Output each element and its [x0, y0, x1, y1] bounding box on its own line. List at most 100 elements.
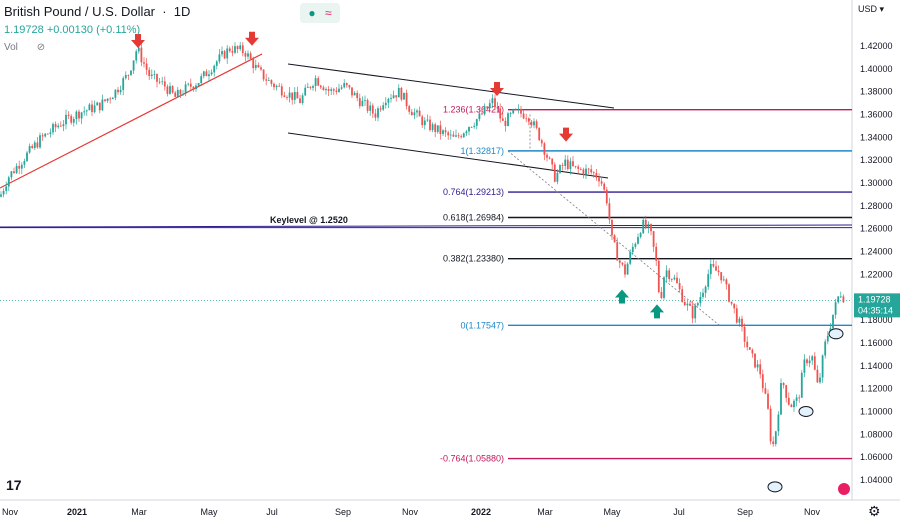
candle-body	[301, 95, 304, 103]
wave-icon[interactable]: ≈	[325, 6, 332, 20]
candle-body	[67, 114, 70, 116]
candle-body	[551, 158, 554, 165]
candle-body	[585, 168, 587, 175]
candle-body	[44, 133, 47, 137]
candle-body	[88, 104, 91, 111]
candle-body	[509, 113, 512, 114]
y-tick-label: 1.32000	[860, 155, 893, 165]
x-tick-label: May	[200, 507, 218, 517]
candle-body	[759, 364, 762, 375]
candle-body	[447, 132, 450, 136]
x-tick-label: Nov	[804, 507, 821, 517]
candle-body	[548, 157, 551, 159]
candle-body	[54, 124, 57, 128]
candle-body	[811, 356, 814, 361]
candle-body	[176, 89, 179, 97]
candle-body	[262, 69, 265, 80]
candle-body	[304, 87, 307, 96]
x-tick-label: Sep	[335, 507, 351, 517]
candle-body	[119, 89, 122, 93]
candle-body	[772, 441, 775, 445]
candle-body	[371, 105, 374, 114]
candle-body	[764, 388, 767, 394]
currency-selector[interactable]: USD ▾	[858, 4, 885, 14]
candle-body	[525, 118, 528, 120]
candle-body	[273, 83, 275, 88]
candle-body	[660, 292, 663, 298]
candle-body	[15, 166, 18, 173]
candle-body	[361, 100, 364, 107]
candle-body	[13, 171, 15, 173]
candle-body	[670, 279, 673, 280]
candle-body	[18, 166, 21, 169]
eye-off-icon[interactable]: ⊘	[36, 42, 46, 53]
x-tick-label: Nov	[2, 507, 19, 517]
candle-body	[449, 134, 452, 136]
candle-body	[309, 86, 312, 88]
y-tick-label: 1.10000	[860, 406, 893, 416]
gear-icon[interactable]: ⚙	[868, 503, 881, 519]
candle-body	[322, 87, 325, 91]
candle-body	[426, 119, 429, 121]
candle-body	[782, 383, 785, 386]
candle-body	[561, 165, 564, 166]
candle-body	[283, 95, 286, 97]
candle-body	[150, 74, 153, 77]
y-tick-label: 1.12000	[860, 384, 893, 394]
candle-body	[579, 168, 582, 170]
candle-body	[335, 90, 338, 93]
candle-body	[226, 48, 229, 59]
candle-body	[114, 89, 117, 98]
keylevel-lower-line	[0, 224, 853, 228]
candle-body	[587, 168, 590, 170]
fib-level-label: 1(1.32817)	[460, 146, 504, 156]
candle-body	[0, 194, 2, 197]
candle-body	[247, 53, 249, 57]
candle-body	[720, 272, 723, 281]
fib-level-label: 0.764(1.29213)	[443, 187, 504, 197]
candle-body	[743, 326, 746, 342]
candle-body	[618, 260, 621, 263]
candle-body	[366, 100, 369, 111]
candle-body	[145, 63, 148, 70]
tradingview-logo-icon[interactable]: 17	[6, 477, 22, 493]
indicator-toggle[interactable]: ● ≈	[300, 3, 340, 23]
symbol-title[interactable]: British Pound / U.S. Dollar · 1D	[4, 4, 191, 19]
candle-body	[681, 289, 684, 302]
candle-body	[600, 181, 603, 184]
candle-body	[566, 159, 569, 170]
volume-label[interactable]: Vol ⊘	[4, 42, 46, 53]
candle-body	[522, 113, 525, 119]
candle-body	[192, 86, 195, 90]
candle-body	[127, 74, 130, 76]
candle-body	[725, 279, 728, 285]
candle-body	[499, 108, 502, 119]
candle-body	[442, 130, 444, 134]
candle-body	[213, 65, 216, 73]
keylevel-label-bg	[268, 214, 360, 225]
candle-body	[795, 397, 798, 401]
candle-body	[647, 224, 650, 228]
price-readout: 1.19728 +0.00130 (+0.11%)	[4, 24, 140, 36]
candle-body	[379, 108, 382, 110]
candle-body	[533, 121, 535, 126]
candle-body	[109, 98, 112, 100]
candle-body	[429, 119, 431, 131]
candle-body	[837, 296, 840, 303]
candle-body	[431, 124, 434, 131]
y-tick-label: 1.30000	[860, 178, 893, 188]
candle-body	[405, 92, 408, 107]
eye-icon[interactable]: ●	[308, 6, 316, 20]
candle-body	[460, 136, 463, 138]
candle-body	[741, 318, 743, 327]
interval-label[interactable]: 1D	[173, 4, 191, 19]
candle-body	[332, 89, 335, 91]
candle-body	[564, 159, 567, 166]
candle-body	[712, 264, 715, 267]
candle-body	[527, 118, 530, 122]
candle-body	[746, 341, 749, 348]
annotation-circle	[798, 405, 814, 417]
candle-body	[777, 414, 780, 432]
candle-body	[111, 97, 114, 100]
